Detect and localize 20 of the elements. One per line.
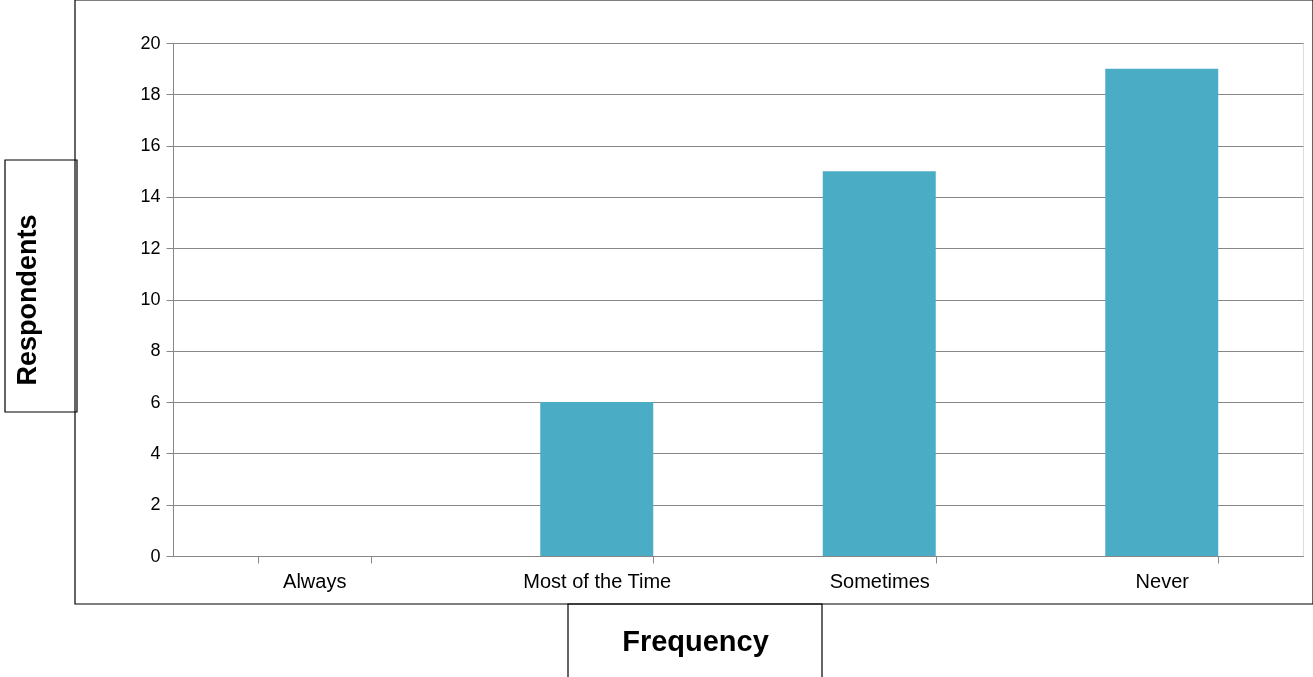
- y-tick-label: 4: [150, 442, 161, 463]
- y-tick-label: 14: [140, 186, 161, 207]
- y-tick-label: 6: [150, 391, 161, 412]
- bar: [540, 402, 654, 556]
- x-tick-label: Always: [283, 569, 347, 592]
- y-tick-label: 8: [150, 340, 161, 361]
- bar: [1105, 68, 1219, 556]
- y-tick-label: 16: [140, 135, 161, 156]
- x-axis-title: Frequency: [622, 624, 769, 657]
- y-tick-label: 2: [150, 494, 161, 515]
- y-axis-title: Respondents: [11, 214, 42, 386]
- x-tick-label: Never: [1135, 569, 1190, 592]
- y-tick-label: 0: [150, 545, 161, 566]
- x-tick-label: Most of the Time: [523, 569, 672, 592]
- y-tick-label: 10: [140, 289, 161, 309]
- bar: [822, 171, 936, 556]
- x-tick-label: Sometimes: [829, 569, 930, 592]
- y-tick-label: 18: [140, 83, 161, 104]
- y-tick-label: 20: [140, 32, 161, 53]
- y-tick-label: 12: [140, 237, 161, 258]
